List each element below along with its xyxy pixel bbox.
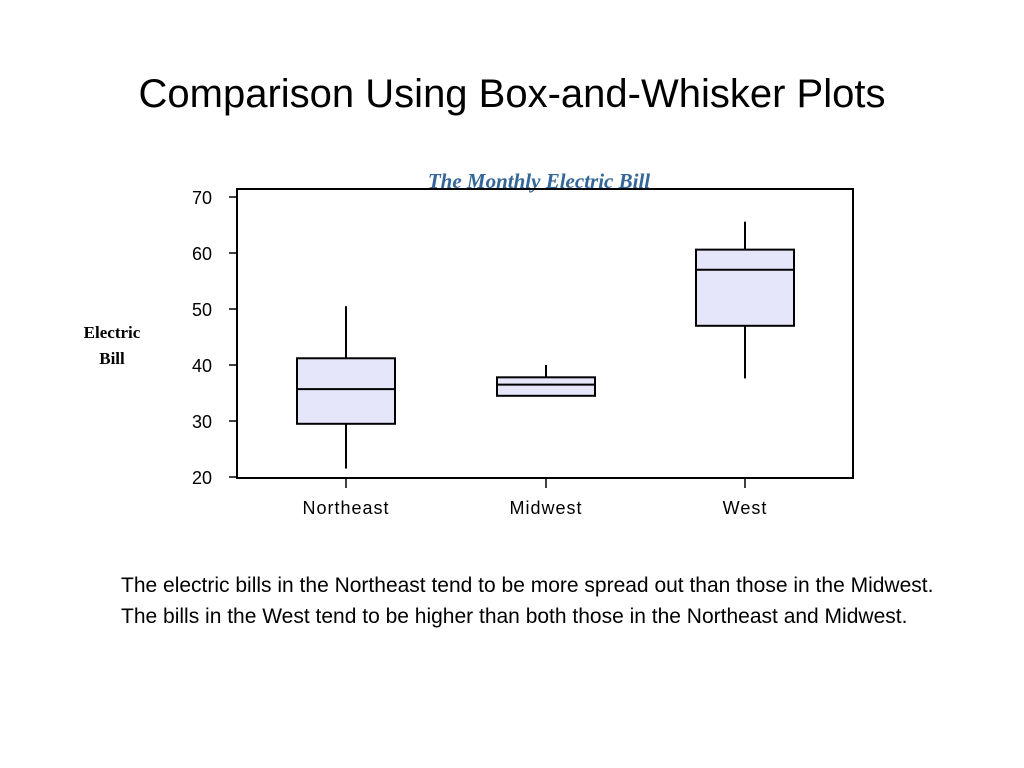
y-axis: 20 30 40 50 60 70 (192, 188, 237, 488)
x-axis: Northeast Midwest West (302, 478, 768, 518)
y-tick-label: 40 (192, 356, 212, 376)
box-west (695, 221, 795, 379)
x-tick-label: West (723, 498, 768, 518)
y-tick-label: 70 (192, 188, 212, 208)
box-northeast (296, 306, 396, 469)
caption-text: The electric bills in the Northeast tend… (121, 574, 934, 628)
box-iqr (496, 376, 596, 397)
y-tick-label: 50 (192, 300, 212, 320)
x-tick-label: Northeast (302, 498, 389, 518)
x-tick-label: Midwest (509, 498, 582, 518)
y-axis-label-line: Electric (84, 323, 141, 342)
box-midwest (496, 365, 596, 397)
plot-frame (236, 188, 854, 479)
y-tick-label: 30 (192, 412, 212, 432)
y-axis-label-line: Bill (99, 349, 125, 368)
boxes (296, 221, 795, 469)
box-iqr (695, 248, 795, 327)
slide-title: Comparison Using Box-and-Whisker Plots (138, 72, 886, 116)
y-tick-label: 60 (192, 244, 212, 264)
y-tick-label: 20 (192, 468, 212, 488)
box-plot-chart: The Monthly Electric Bill Electric Bill 2… (84, 169, 854, 518)
y-axis-label: Electric Bill (84, 323, 141, 368)
box-iqr (296, 357, 396, 425)
